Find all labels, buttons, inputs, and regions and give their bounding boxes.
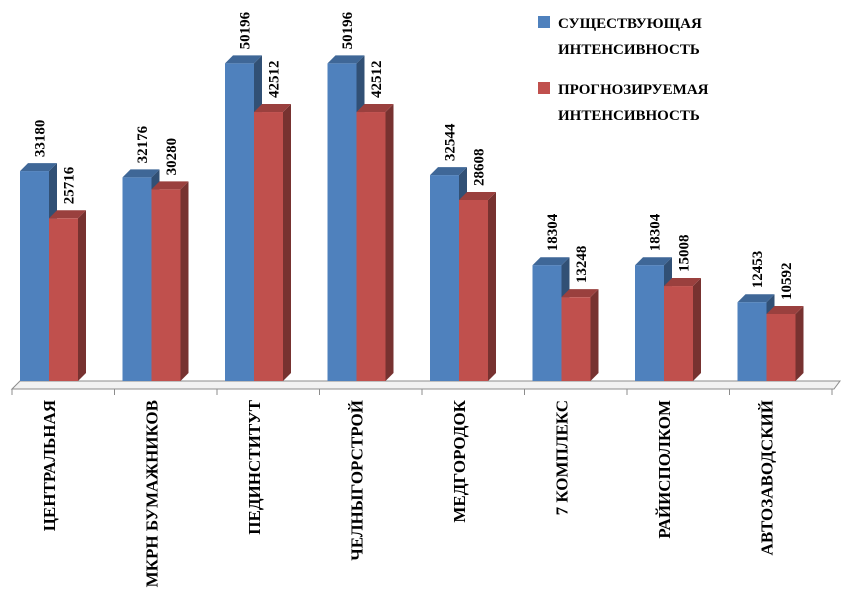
- bar-side: [488, 191, 496, 381]
- bar-top: [122, 169, 160, 178]
- data-label: 18304: [545, 213, 561, 251]
- bar-front: [49, 218, 78, 381]
- bar-front: [430, 175, 459, 381]
- bar-top: [225, 55, 262, 64]
- bar-side: [693, 278, 701, 381]
- bar: [766, 305, 804, 381]
- bar-front: [459, 199, 488, 381]
- bar-front: [737, 302, 767, 381]
- data-label: 15008: [677, 235, 693, 273]
- data-label: 12453: [750, 251, 766, 289]
- data-label: 10592: [779, 262, 795, 300]
- bar: [532, 257, 570, 381]
- bar-front: [20, 171, 49, 381]
- bar-top: [664, 278, 701, 287]
- bar-top: [635, 257, 672, 266]
- bar-front: [635, 265, 664, 381]
- category-label: МКРН БУМАЖНИКОВ: [143, 400, 162, 587]
- category-label: ПЕДИНСТИТУТ: [245, 399, 264, 534]
- bar-top: [737, 294, 775, 303]
- data-label: 18304: [648, 213, 664, 251]
- bar: [356, 104, 394, 381]
- axis-floor: [10, 380, 841, 390]
- data-label: 50196: [238, 11, 254, 49]
- bar: [459, 191, 496, 381]
- bar-front: [664, 286, 693, 381]
- bar: [561, 289, 599, 381]
- bar-front: [532, 265, 562, 381]
- bar-top: [151, 181, 189, 190]
- legend-label: ИНТЕНСИВНОСТЬ: [558, 42, 700, 58]
- data-label: 42512: [267, 61, 283, 99]
- bar-front: [327, 63, 357, 382]
- bar-top: [20, 163, 57, 172]
- legend: СУЩЕСТВУЮЩАЯ ИНТЕНСИВНОСТЬ ПРОГНОЗИРУЕМАЯ И…: [538, 16, 709, 124]
- bar-side: [180, 181, 189, 381]
- bar-top: [254, 104, 291, 113]
- bar-front: [766, 313, 796, 381]
- data-label: 33180: [33, 120, 49, 158]
- data-label: 28608: [472, 148, 488, 186]
- bar-side: [78, 210, 86, 381]
- data-label: 32176: [135, 125, 151, 163]
- bar-top: [430, 167, 467, 176]
- category-label: 7 КОМПЛЕКС: [553, 400, 572, 515]
- category-label: РАЙИСПОЛКОМ: [655, 400, 674, 539]
- data-label: 32544: [443, 123, 459, 161]
- bar-side: [795, 305, 804, 381]
- bar-side: [590, 289, 599, 381]
- bar-top: [532, 257, 570, 266]
- bar: [49, 210, 86, 381]
- bar-front: [561, 297, 591, 381]
- data-label: 25716: [62, 166, 78, 204]
- legend-item: ПРОГНОЗИРУЕМАЯ ИНТЕНСИВНОСТЬ: [538, 82, 709, 124]
- bar-front: [122, 177, 152, 381]
- category-label: ЦЕНТРАЛЬНАЯ: [40, 400, 59, 531]
- bar: [430, 167, 467, 381]
- x-axis: [10, 380, 841, 395]
- bar-side: [283, 104, 291, 381]
- data-label: 30280: [164, 138, 180, 176]
- bar-front: [254, 112, 283, 381]
- category-label: АВТОЗАВОДСКИЙ: [758, 400, 777, 555]
- bar-top: [356, 104, 394, 113]
- legend-swatch: [538, 82, 550, 94]
- bar-top: [459, 191, 496, 200]
- category-label: ЧЕЛНЫГОРСТРОЙ: [348, 400, 367, 561]
- bar-top: [49, 210, 86, 219]
- bar-top: [327, 55, 365, 64]
- legend-label: ПРОГНОЗИРУЕМАЯ: [558, 82, 709, 98]
- bar-front: [225, 63, 254, 382]
- data-label: 42512: [369, 61, 385, 99]
- category-label: МЕДГОРОДОК: [450, 399, 469, 522]
- bar-front: [151, 189, 181, 381]
- bar-top: [766, 305, 804, 314]
- legend-label: СУЩЕСТВУЮЩАЯ: [558, 16, 702, 32]
- legend-item: СУЩЕСТВУЮЩАЯ ИНТЕНСИВНОСТЬ: [538, 16, 702, 58]
- bar: [664, 278, 701, 381]
- bar-side: [385, 104, 394, 381]
- bar-top: [561, 289, 599, 298]
- bar: [254, 104, 291, 381]
- legend-swatch: [538, 16, 550, 28]
- data-label: 50196: [340, 11, 356, 49]
- legend-label: ИНТЕНСИВНОСТЬ: [558, 108, 700, 124]
- data-label: 13248: [574, 246, 590, 284]
- bar: [151, 181, 189, 381]
- bar-front: [356, 112, 386, 381]
